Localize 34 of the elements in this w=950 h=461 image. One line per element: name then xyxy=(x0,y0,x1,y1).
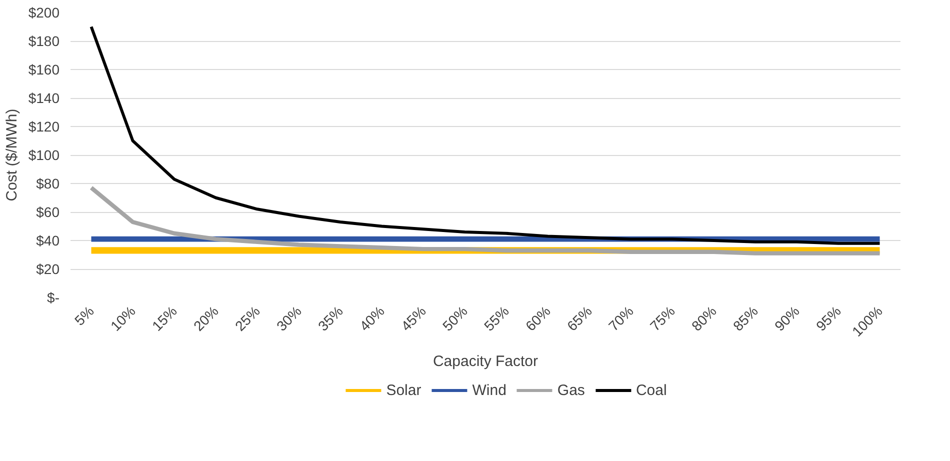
x-tick-label: 95% xyxy=(812,302,844,334)
legend-label: Coal xyxy=(636,382,667,398)
x-axis-title: Capacity Factor xyxy=(432,353,538,370)
x-tick-label: 40% xyxy=(356,302,388,334)
x-tick-label: 50% xyxy=(439,302,470,334)
y-tick-label: $20 xyxy=(36,261,60,277)
x-tick-label: 80% xyxy=(688,302,720,334)
y-tick-label: $40 xyxy=(36,232,60,248)
y-tick-label: $160 xyxy=(28,62,60,78)
y-tick-label: $- xyxy=(47,290,60,306)
x-tick-label: 5% xyxy=(71,302,97,328)
y-tick-label: $140 xyxy=(28,90,60,106)
line-series xyxy=(90,25,882,245)
x-tick-label: 75% xyxy=(646,302,678,334)
y-tick-label: $180 xyxy=(28,33,60,49)
x-tick-label: 30% xyxy=(273,302,304,334)
x-tick-label: 70% xyxy=(605,302,636,334)
x-tick-label: 90% xyxy=(771,302,802,334)
x-tick-label: 60% xyxy=(522,302,554,334)
y-tick-label: $60 xyxy=(36,204,60,220)
legend-label: Solar xyxy=(386,382,422,398)
y-tick-label: $100 xyxy=(28,147,60,163)
x-tick-label: 45% xyxy=(398,302,429,334)
y-tick-label: $120 xyxy=(28,118,60,134)
x-tick-label: 55% xyxy=(480,302,512,334)
y-tick-label: $200 xyxy=(28,4,60,20)
x-tick-label: 85% xyxy=(730,302,761,334)
legend-label: Gas xyxy=(557,382,585,398)
x-tick-label: 35% xyxy=(314,302,346,334)
line-series xyxy=(89,186,882,256)
y-tick-label: $80 xyxy=(36,176,60,192)
y-axis-title: Cost ($/MWh) xyxy=(3,108,20,202)
legend-label: Wind xyxy=(472,382,506,398)
x-tick-label: 65% xyxy=(564,302,595,334)
